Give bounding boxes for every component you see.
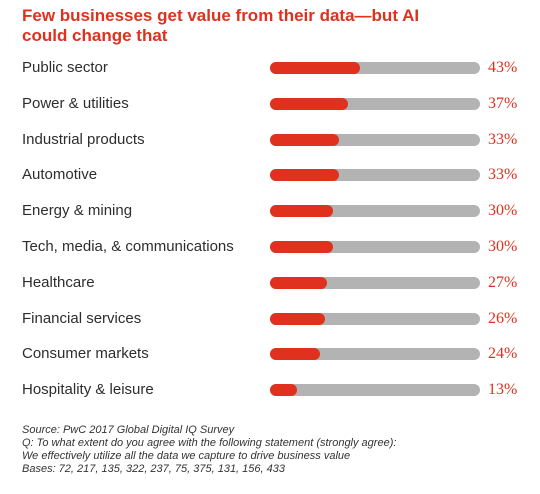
bar: [270, 133, 340, 146]
bar-track: [270, 169, 480, 182]
chart-notes: Source: PwC 2017 Global Digital IQ Surve…: [22, 424, 396, 476]
bar: [270, 384, 298, 397]
category-label: Automotive: [22, 166, 98, 184]
category-label: Power & utilities: [22, 94, 129, 112]
bar-row: Public sector 43%: [0, 53, 540, 83]
bar-row: Financial services 26%: [0, 304, 540, 334]
bar: [270, 62, 361, 74]
bar-track: [270, 133, 480, 146]
value-label: 27%: [488, 273, 518, 291]
bar-track: [270, 276, 480, 289]
bar-track: [270, 384, 480, 397]
bar-track: [270, 348, 480, 361]
bar: [270, 312, 325, 325]
value-label: 37%: [488, 94, 518, 112]
category-label: Consumer markets: [22, 345, 149, 363]
survey-bases: Bases: 72, 217, 135, 322, 237, 75, 375, …: [22, 463, 285, 475]
bar: [270, 97, 348, 110]
category-label: Energy & mining: [22, 202, 133, 220]
category-label: Financial services: [22, 309, 142, 327]
bar-row: Energy & mining 30%: [0, 196, 540, 226]
category-label: Public sector: [22, 59, 108, 76]
survey-question: Q: To what extent do you agree with the …: [22, 437, 397, 449]
bar: [270, 241, 333, 253]
bar-track: [270, 62, 480, 74]
bar: [270, 348, 321, 361]
category-label: Industrial products: [22, 130, 145, 148]
source-note: Source: PwC 2017 Global Digital IQ Surve…: [22, 424, 235, 436]
value-label: 33%: [488, 130, 518, 148]
value-label: 30%: [488, 202, 518, 220]
bar-track: [270, 241, 480, 253]
bar: [270, 169, 340, 182]
bar-row: Industrial products 33%: [0, 125, 540, 155]
value-label: 43%: [488, 59, 518, 76]
value-label: 13%: [488, 381, 518, 399]
category-label: Hospitality & leisure: [22, 381, 154, 399]
category-label: Tech, media, & communications: [22, 238, 234, 255]
bar-row: Power & utilities 37%: [0, 89, 540, 119]
bar-track: [270, 97, 480, 110]
bar: [270, 205, 333, 218]
value-label: 26%: [488, 309, 518, 327]
value-label: 30%: [488, 238, 518, 255]
chart-title: Few businesses get value from their data…: [22, 6, 420, 45]
survey-statement: We effectively utilize all the data we c…: [22, 450, 351, 462]
bar: [270, 276, 327, 289]
bar-row: Consumer markets 24%: [0, 339, 540, 369]
bar-track: [270, 312, 480, 325]
value-label: 24%: [488, 345, 518, 363]
bar-row: Automotive 33%: [0, 160, 540, 190]
category-label: Healthcare: [22, 273, 95, 291]
bar-row: Healthcare 27%: [0, 268, 540, 298]
bar-row: Tech, media, & communications 30%: [0, 232, 540, 262]
bar-track: [270, 205, 480, 218]
bar-row: Hospitality & leisure 13%: [0, 375, 540, 405]
value-label: 33%: [488, 166, 518, 184]
